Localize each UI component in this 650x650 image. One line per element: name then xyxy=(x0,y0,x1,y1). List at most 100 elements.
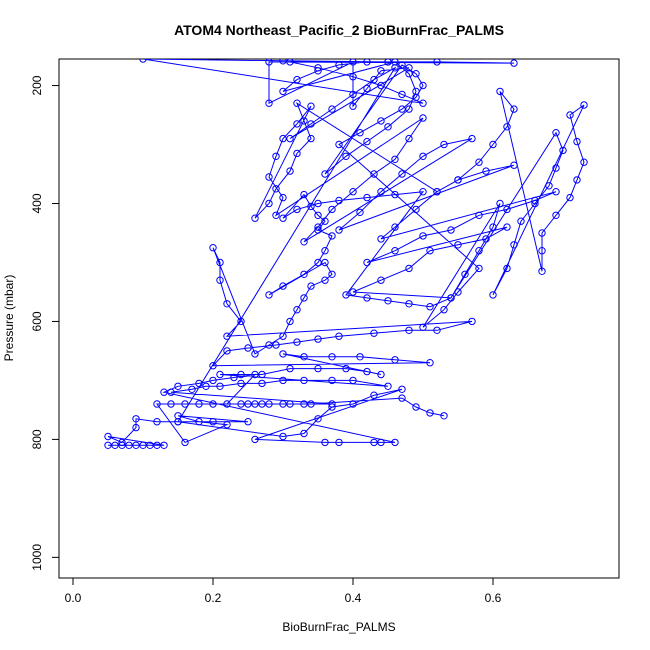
y-tick-label: 1000 xyxy=(30,544,44,571)
data-point xyxy=(349,188,357,196)
data-point xyxy=(398,170,406,178)
data-point xyxy=(223,332,231,340)
data-point xyxy=(279,432,287,441)
data-point xyxy=(195,418,203,426)
data-point xyxy=(209,400,217,408)
data-point xyxy=(314,211,322,220)
data-point xyxy=(293,149,301,158)
data-point xyxy=(335,226,343,234)
data-point xyxy=(405,105,413,113)
x-axis-label: BioBurnFrac_PALMS xyxy=(282,620,395,634)
data-point xyxy=(258,379,266,388)
data-point xyxy=(433,59,441,66)
data-point xyxy=(300,190,308,199)
data-point xyxy=(279,59,287,65)
data-point xyxy=(496,199,504,208)
data-point xyxy=(489,223,497,231)
data-point xyxy=(349,400,357,408)
data-point xyxy=(440,140,448,149)
data-point xyxy=(216,276,224,284)
data-point xyxy=(335,438,343,447)
data-point xyxy=(370,391,378,399)
data-point xyxy=(440,412,448,420)
data-point xyxy=(398,394,406,402)
data-point xyxy=(377,438,385,447)
data-point xyxy=(307,202,315,211)
data-point xyxy=(328,400,336,408)
data-point xyxy=(104,441,112,449)
data-point xyxy=(307,102,315,110)
data-point xyxy=(300,294,308,302)
data-point xyxy=(111,441,119,449)
data-point xyxy=(174,418,182,426)
data-point xyxy=(251,350,259,358)
data-point xyxy=(314,258,322,267)
data-point xyxy=(279,87,287,96)
data-point xyxy=(391,155,399,164)
plot-frame xyxy=(58,58,620,579)
data-point xyxy=(440,306,448,314)
data-point xyxy=(279,400,287,408)
data-point xyxy=(153,400,161,408)
data-point xyxy=(237,317,245,326)
data-point xyxy=(265,173,273,181)
data-point xyxy=(223,300,231,308)
data-point xyxy=(419,152,427,161)
data-point xyxy=(566,111,574,119)
data-point xyxy=(314,364,322,373)
data-point xyxy=(300,400,308,408)
data-point xyxy=(419,323,427,331)
data-point xyxy=(566,193,574,202)
data-point xyxy=(125,441,133,449)
data-point xyxy=(286,59,294,66)
data-point xyxy=(531,199,539,208)
data-point xyxy=(139,59,147,63)
data-point xyxy=(419,188,427,196)
y-tick-label: 200 xyxy=(30,75,44,95)
data-point xyxy=(482,235,490,243)
data-point xyxy=(552,188,560,196)
data-point xyxy=(272,211,280,220)
data-point xyxy=(286,167,294,175)
data-point xyxy=(307,400,315,408)
data-point xyxy=(328,105,336,113)
x-tick-label: 0.4 xyxy=(345,591,362,605)
data-point xyxy=(391,356,399,364)
data-point xyxy=(377,370,385,379)
data-point xyxy=(489,291,497,299)
data-point xyxy=(237,370,245,379)
data-point xyxy=(244,344,252,352)
data-point xyxy=(251,400,259,408)
data-point xyxy=(377,188,385,196)
data-point xyxy=(398,61,406,69)
data-point xyxy=(293,99,301,107)
data-point xyxy=(307,134,315,143)
data-point xyxy=(279,134,287,143)
data-point xyxy=(447,226,455,234)
data-point xyxy=(237,379,245,388)
data-point xyxy=(489,140,497,149)
data-point xyxy=(503,123,511,131)
data-point xyxy=(328,232,336,240)
data-point xyxy=(475,247,483,255)
data-point xyxy=(349,288,357,296)
data-point xyxy=(146,441,154,449)
data-point xyxy=(139,441,147,449)
data-point xyxy=(314,226,322,234)
data-point xyxy=(174,382,182,390)
data-point xyxy=(342,152,350,161)
data-point xyxy=(328,205,336,214)
data-point xyxy=(433,326,441,334)
data-point xyxy=(279,282,287,290)
data-point xyxy=(314,67,322,75)
data-point xyxy=(328,353,336,361)
data-point xyxy=(552,211,560,220)
data-point xyxy=(132,423,140,432)
data-point xyxy=(419,114,427,122)
series-layer xyxy=(104,59,588,449)
y-tick-label: 800 xyxy=(30,429,44,449)
data-point xyxy=(580,101,588,109)
data-point xyxy=(265,400,273,408)
data-point xyxy=(335,332,343,340)
